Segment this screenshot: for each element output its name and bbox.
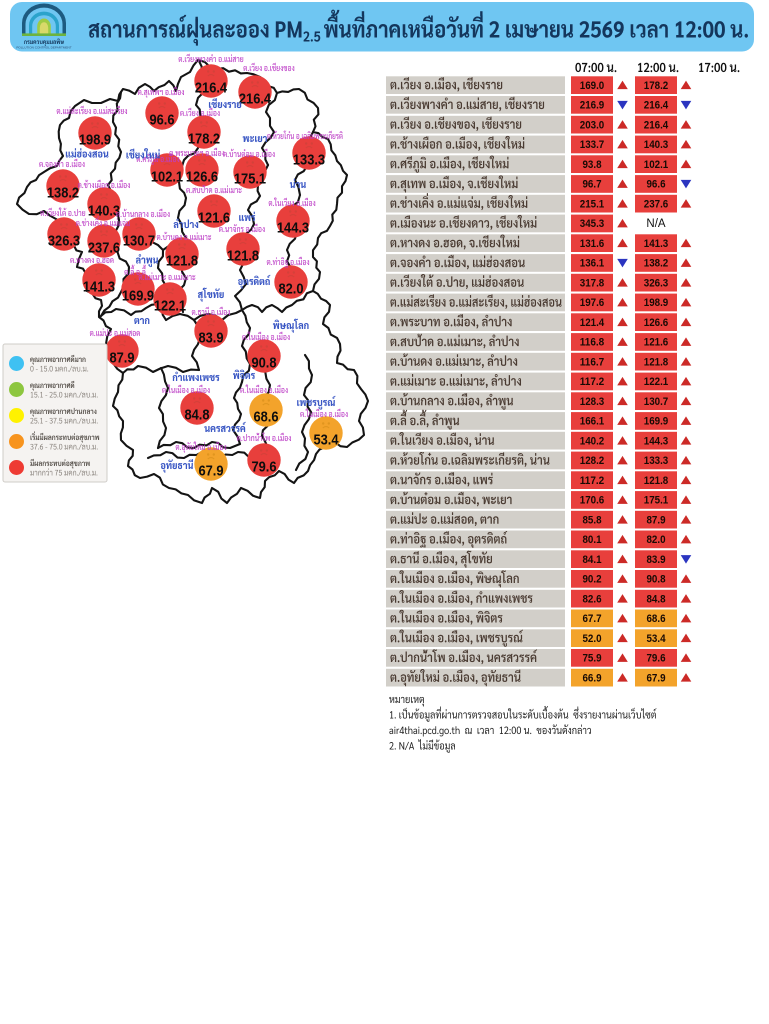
svg-text:121.8: 121.8 xyxy=(644,475,669,487)
svg-text:175.1: 175.1 xyxy=(644,495,669,507)
svg-text:326.3: 326.3 xyxy=(644,277,669,289)
svg-text:121.8: 121.8 xyxy=(166,253,198,269)
svg-text:141.3: 141.3 xyxy=(644,238,669,250)
svg-text:169.0: 169.0 xyxy=(580,80,605,92)
svg-text:198.9: 198.9 xyxy=(79,132,111,148)
svg-text:67.9: 67.9 xyxy=(198,463,223,479)
svg-text:96.7: 96.7 xyxy=(582,179,601,191)
svg-text:117.2: 117.2 xyxy=(580,376,605,388)
svg-text:169.9: 169.9 xyxy=(122,288,154,304)
svg-text:87.9: 87.9 xyxy=(646,514,665,526)
svg-text:82.0: 82.0 xyxy=(278,281,303,297)
svg-text:82.0: 82.0 xyxy=(646,534,665,546)
svg-text:121.6: 121.6 xyxy=(198,210,230,226)
svg-text:96.6: 96.6 xyxy=(149,112,174,128)
svg-text:79.6: 79.6 xyxy=(646,653,665,665)
svg-text:117.2: 117.2 xyxy=(580,475,605,487)
svg-text:140.2: 140.2 xyxy=(580,435,605,447)
svg-text:203.0: 203.0 xyxy=(580,119,605,131)
svg-text:128.2: 128.2 xyxy=(580,455,605,467)
svg-text:178.2: 178.2 xyxy=(644,80,669,92)
svg-text:116.8: 116.8 xyxy=(580,337,605,349)
svg-text:68.6: 68.6 xyxy=(253,409,278,425)
svg-text:93.8: 93.8 xyxy=(582,159,601,171)
svg-text:144.3: 144.3 xyxy=(644,435,669,447)
svg-text:67.7: 67.7 xyxy=(582,613,601,625)
svg-text:197.6: 197.6 xyxy=(580,297,605,309)
svg-text:128.3: 128.3 xyxy=(580,396,605,408)
svg-text:216.4: 216.4 xyxy=(644,119,669,131)
svg-text:169.9: 169.9 xyxy=(644,416,669,428)
svg-text:90.8: 90.8 xyxy=(646,574,665,586)
svg-text:198.9: 198.9 xyxy=(644,297,669,309)
svg-text:175.1: 175.1 xyxy=(234,171,266,187)
svg-text:68.6: 68.6 xyxy=(646,613,665,625)
svg-text:80.1: 80.1 xyxy=(582,534,601,546)
svg-text:102.1: 102.1 xyxy=(151,169,183,185)
svg-text:66.9: 66.9 xyxy=(582,672,601,684)
svg-text:90.2: 90.2 xyxy=(582,574,601,586)
svg-text:122.1: 122.1 xyxy=(644,376,669,388)
svg-text:79.6: 79.6 xyxy=(251,459,276,475)
svg-text:121.8: 121.8 xyxy=(644,356,669,368)
svg-text:166.1: 166.1 xyxy=(580,416,605,428)
svg-text:141.3: 141.3 xyxy=(83,279,115,295)
svg-text:130.7: 130.7 xyxy=(123,233,155,249)
svg-text:138.2: 138.2 xyxy=(47,185,79,201)
svg-text:53.4: 53.4 xyxy=(313,432,339,448)
svg-text:121.4: 121.4 xyxy=(580,317,605,329)
svg-text:N/A: N/A xyxy=(646,218,666,230)
svg-text:178.2: 178.2 xyxy=(188,131,220,147)
svg-text:83.9: 83.9 xyxy=(646,554,665,566)
svg-text:82.6: 82.6 xyxy=(582,593,601,605)
svg-text:96.6: 96.6 xyxy=(646,179,665,191)
svg-text:317.8: 317.8 xyxy=(580,277,605,289)
svg-text:237.6: 237.6 xyxy=(644,198,669,210)
svg-text:83.9: 83.9 xyxy=(198,330,223,346)
svg-text:130.7: 130.7 xyxy=(644,396,669,408)
svg-text:326.3: 326.3 xyxy=(48,233,80,249)
svg-text:52.0: 52.0 xyxy=(582,633,601,645)
svg-text:216.4: 216.4 xyxy=(239,91,272,107)
svg-text:84.8: 84.8 xyxy=(184,407,209,423)
svg-text:237.6: 237.6 xyxy=(88,240,120,256)
svg-text:85.8: 85.8 xyxy=(582,514,601,526)
svg-text:75.9: 75.9 xyxy=(582,653,601,665)
svg-text:67.9: 67.9 xyxy=(646,672,665,684)
svg-text:POLLUTION CONTROL DEPARTMENT: POLLUTION CONTROL DEPARTMENT xyxy=(16,45,71,49)
svg-text:126.6: 126.6 xyxy=(186,169,218,185)
svg-text:140.3: 140.3 xyxy=(88,203,120,219)
svg-text:102.1: 102.1 xyxy=(644,159,669,171)
svg-text:131.6: 131.6 xyxy=(580,238,605,250)
svg-text:138.2: 138.2 xyxy=(644,258,669,270)
svg-text:90.8: 90.8 xyxy=(251,355,276,371)
svg-text:121.8: 121.8 xyxy=(227,248,259,264)
svg-text:133.7: 133.7 xyxy=(580,139,605,151)
svg-text:215.1: 215.1 xyxy=(580,198,605,210)
svg-text:136.1: 136.1 xyxy=(580,258,605,270)
svg-text:216.9: 216.9 xyxy=(580,100,605,112)
svg-text:345.3: 345.3 xyxy=(580,218,605,230)
svg-text:216.4: 216.4 xyxy=(644,100,669,112)
svg-text:87.9: 87.9 xyxy=(109,350,134,366)
svg-text:133.3: 133.3 xyxy=(644,455,669,467)
svg-text:133.3: 133.3 xyxy=(293,152,325,168)
svg-text:116.7: 116.7 xyxy=(580,356,605,368)
svg-text:122.1: 122.1 xyxy=(154,298,186,314)
svg-text:170.6: 170.6 xyxy=(580,495,605,507)
svg-text:84.1: 84.1 xyxy=(582,554,601,566)
svg-text:126.6: 126.6 xyxy=(644,317,669,329)
svg-text:216.4: 216.4 xyxy=(195,80,228,96)
svg-text:144.3: 144.3 xyxy=(277,220,309,236)
svg-text:140.3: 140.3 xyxy=(644,139,669,151)
svg-text:53.4: 53.4 xyxy=(646,633,666,645)
svg-text:121.6: 121.6 xyxy=(644,337,669,349)
svg-text:84.8: 84.8 xyxy=(646,593,665,605)
